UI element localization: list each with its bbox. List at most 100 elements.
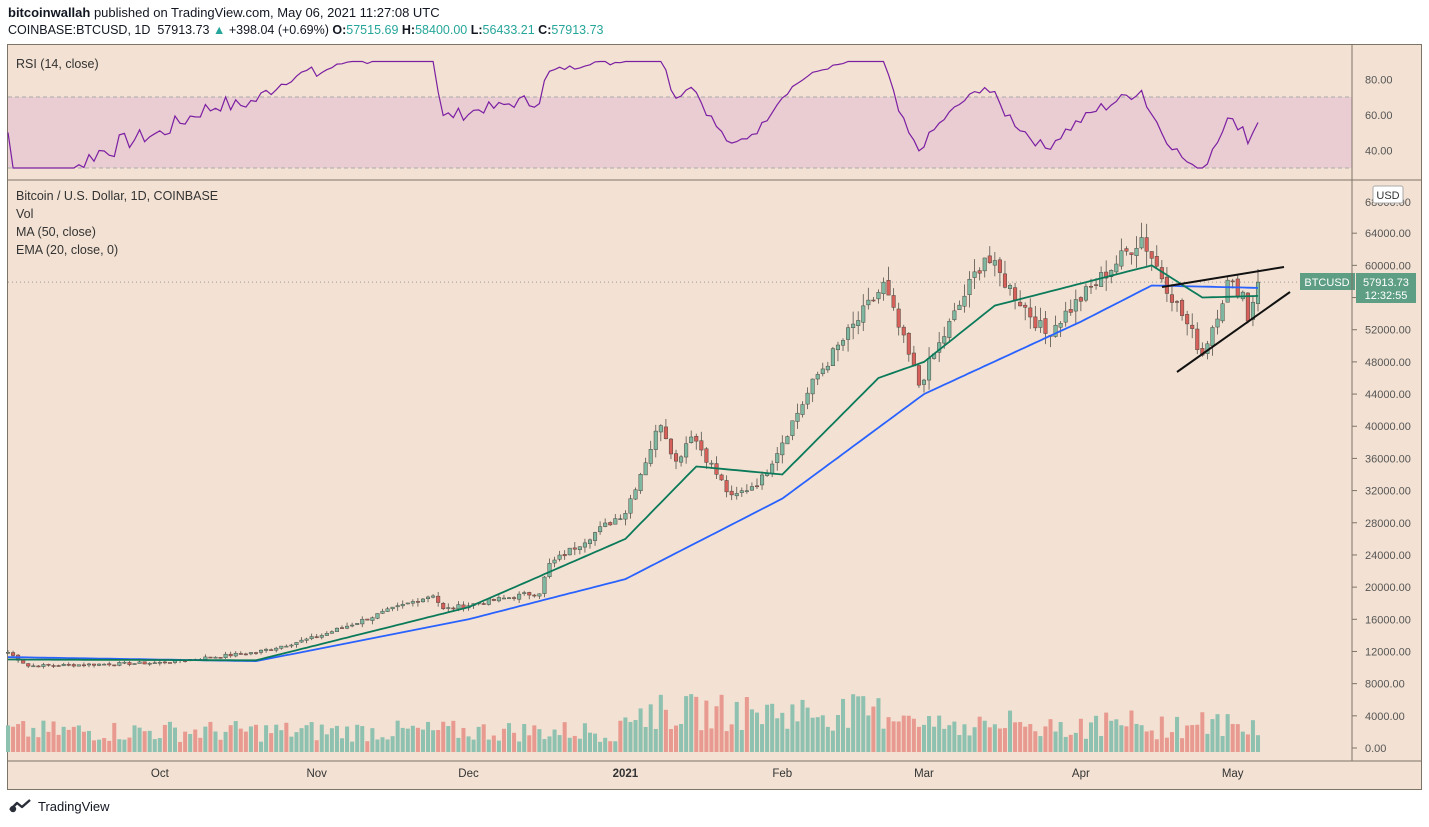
candle-body bbox=[451, 607, 456, 610]
volume-bar bbox=[380, 737, 385, 752]
volume-bar bbox=[127, 737, 132, 752]
volume-bar bbox=[1104, 712, 1109, 752]
volume-bar bbox=[501, 728, 506, 752]
volume-bar bbox=[851, 694, 856, 752]
volume-bar bbox=[137, 727, 142, 752]
volume-bar bbox=[719, 694, 724, 752]
candle-body bbox=[365, 618, 370, 621]
volume-bar bbox=[1114, 719, 1119, 752]
low-value: 56433.21 bbox=[482, 23, 535, 37]
volume-bar bbox=[967, 735, 972, 752]
volume-bar bbox=[1159, 716, 1164, 752]
candle-body bbox=[1149, 251, 1154, 259]
ohlc-line: COINBASE:BTCUSD, 1D 57913.73 ▲ +398.04 (… bbox=[8, 23, 604, 37]
candle-body bbox=[329, 631, 334, 634]
candle-body bbox=[927, 358, 932, 381]
symbol-label: COINBASE:BTCUSD, 1D bbox=[8, 23, 151, 37]
candle-body bbox=[901, 326, 906, 336]
volume-bar bbox=[891, 721, 896, 752]
volume-bar bbox=[198, 737, 203, 752]
volume-bar bbox=[309, 722, 314, 752]
candle-body bbox=[674, 453, 679, 462]
candle-body bbox=[441, 603, 446, 609]
volume-bar bbox=[456, 737, 461, 752]
price-pane[interactable]: Bitcoin / U.S. Dollar, 1D, COINBASE Vol … bbox=[5, 185, 1416, 755]
lower-trendline[interactable] bbox=[1176, 291, 1291, 373]
candle-body bbox=[1180, 300, 1185, 316]
volume-bar bbox=[496, 740, 501, 752]
price-tick-label: 52000.00 bbox=[1365, 325, 1411, 337]
volume-bar bbox=[987, 727, 992, 752]
rsi-tick-label: 80.00 bbox=[1365, 74, 1393, 86]
volume-bar bbox=[603, 737, 608, 752]
volume-bar bbox=[739, 729, 744, 752]
last-price: 57913.73 bbox=[157, 23, 210, 37]
ma50-line bbox=[7, 284, 1259, 663]
volume-bar bbox=[471, 739, 476, 752]
candle-body bbox=[684, 443, 689, 458]
volume-bar bbox=[481, 724, 486, 752]
volume-bar bbox=[977, 716, 982, 752]
footer-brand[interactable]: TradingView bbox=[8, 798, 110, 814]
candle-body bbox=[1124, 248, 1129, 252]
volume-bar bbox=[1053, 731, 1058, 752]
volume-bar bbox=[572, 735, 577, 752]
currency-badge[interactable] bbox=[1372, 185, 1404, 204]
candle-body bbox=[562, 554, 567, 557]
volume-bar bbox=[491, 735, 496, 752]
volume-bar bbox=[901, 715, 906, 752]
price-tick-label: 40000.00 bbox=[1365, 421, 1411, 433]
volume-bar bbox=[1205, 733, 1210, 752]
volume-bar bbox=[557, 735, 562, 752]
time-axis[interactable]: Oct Nov Dec 2021 Feb Mar Apr May bbox=[151, 768, 1244, 780]
candle-body bbox=[36, 665, 41, 668]
volume-bar bbox=[1073, 732, 1078, 752]
volume-bar bbox=[46, 731, 51, 752]
volume-bar bbox=[704, 700, 709, 752]
symbol-tag bbox=[1300, 273, 1355, 290]
candle-body bbox=[1083, 286, 1088, 301]
volume-bar bbox=[264, 725, 269, 752]
volume-bar bbox=[117, 739, 122, 752]
volume-bar bbox=[795, 721, 800, 752]
volume-bar bbox=[1195, 724, 1200, 752]
volume-bar bbox=[805, 707, 810, 752]
volume-bar bbox=[871, 706, 876, 752]
candle-body bbox=[420, 598, 425, 603]
rsi-pane[interactable]: RSI (14, close) 80.00 60.00 40.00 bbox=[7, 57, 1393, 169]
volume-bar bbox=[1164, 737, 1169, 752]
candle-body bbox=[775, 453, 780, 464]
volume-bar bbox=[562, 722, 567, 752]
candle-body bbox=[1028, 307, 1033, 318]
candle-body bbox=[552, 559, 557, 564]
publisher-name[interactable]: bitcoinwallah bbox=[8, 5, 91, 20]
volume-bar bbox=[1109, 720, 1114, 752]
tradingview-logo-icon bbox=[9, 799, 31, 813]
price-axis[interactable]: 64000.0060000.0056000.0052000.0048000.00… bbox=[1352, 228, 1411, 755]
volume-bar bbox=[552, 729, 557, 752]
volume-bar bbox=[679, 723, 684, 752]
time-tick-label: Nov bbox=[306, 768, 327, 780]
footer-brand-text: TradingView bbox=[38, 798, 110, 814]
candle-body bbox=[977, 270, 982, 274]
rsi-axis: 80.00 60.00 40.00 bbox=[1365, 74, 1393, 157]
candle-body bbox=[643, 462, 648, 476]
candle-body bbox=[648, 449, 653, 464]
candle-body bbox=[982, 257, 987, 272]
upper-trendline[interactable] bbox=[1161, 266, 1285, 288]
volume-bar bbox=[360, 726, 365, 752]
volume-bar bbox=[1013, 722, 1018, 752]
volume-bar bbox=[142, 731, 147, 752]
volume-bar bbox=[466, 736, 471, 752]
price-legend: Bitcoin / U.S. Dollar, 1D, COINBASE Vol … bbox=[16, 189, 218, 257]
candle-body bbox=[835, 344, 840, 351]
candle-body bbox=[1129, 252, 1134, 255]
candle-body bbox=[608, 522, 613, 526]
volume-bar bbox=[253, 724, 258, 752]
volume-bar bbox=[724, 731, 729, 752]
volume-bar bbox=[147, 730, 152, 752]
candle-body bbox=[436, 595, 441, 603]
volume-bar bbox=[61, 726, 66, 752]
volume-bar bbox=[167, 721, 172, 752]
